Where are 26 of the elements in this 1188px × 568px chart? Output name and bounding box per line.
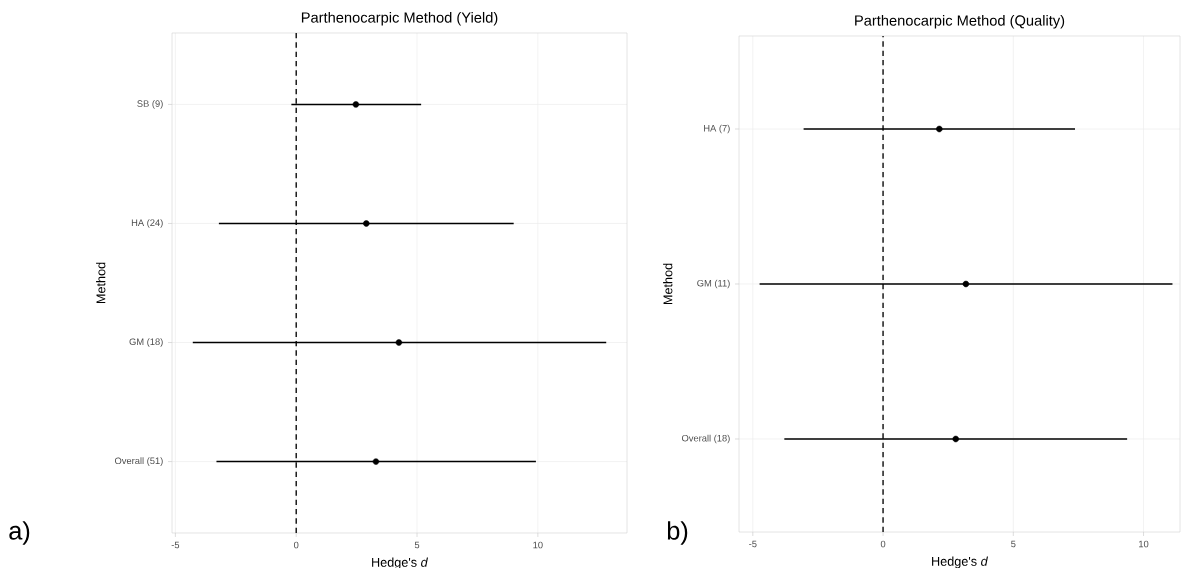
y-tick-label: Overall (18) [681,434,730,444]
point [363,220,370,227]
x-tick-label: -5 [171,541,180,549]
x-tick-label: 5 [414,541,420,549]
chart-title: Parthenocarpic Method (Quality) [855,14,1065,29]
x-tick-label: 0 [293,541,299,549]
x-tick-label: 5 [1011,540,1016,548]
text: b) [667,521,688,545]
chart-title: Parthenocarpic Method (Yield) [301,11,498,26]
x-tick-label: 10 [533,541,543,549]
y-tick-label: HA (7) [704,124,730,134]
point [352,101,360,108]
x-tick-label: 10 [1139,540,1149,548]
point [395,339,403,346]
x-tick-label: 0 [880,540,886,548]
point [372,458,380,465]
y-axis-title: Method [663,263,673,305]
y-tick-label: Overall (51) [114,457,163,466]
y-tick-label: GM (18) [129,338,163,347]
x-tick-label: -5 [749,540,757,548]
y-tick-label: HA (24) [131,219,163,228]
text: a) [9,521,30,545]
y-tick-label: GM (11) [697,279,730,289]
y-tick-label: SB (9) [137,100,163,109]
x-axis-title: Hedge's d [932,556,988,568]
y-axis-title: Method [96,262,106,304]
